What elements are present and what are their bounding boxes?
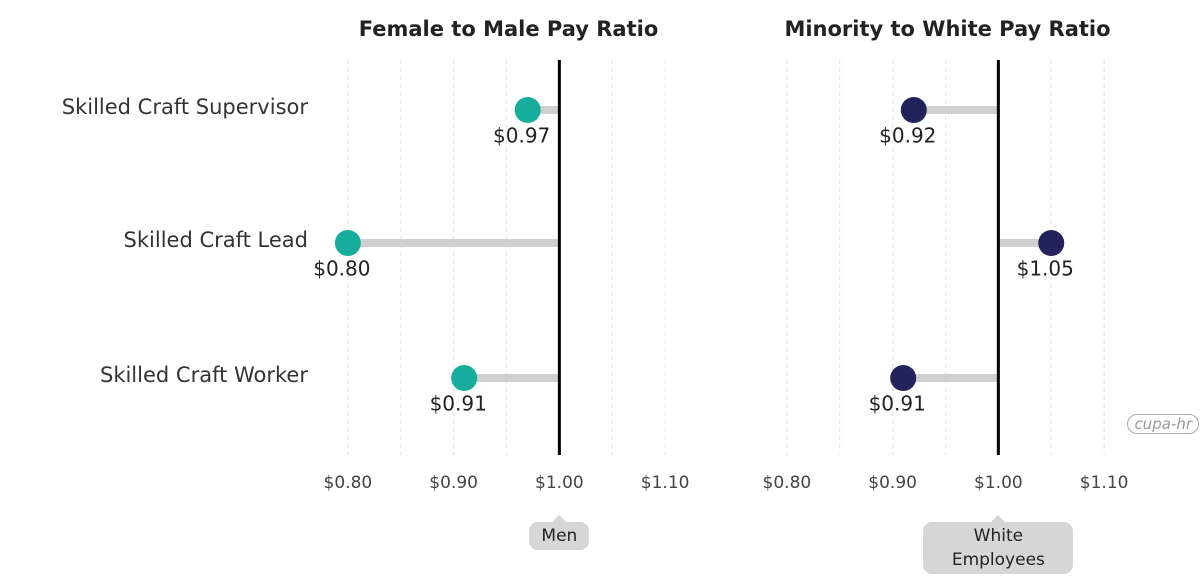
x-tick-label: $1.00	[535, 473, 584, 493]
panel-title: Female to Male Pay Ratio	[359, 17, 659, 41]
x-tick-label: $0.90	[429, 473, 478, 493]
value-label: $0.92	[879, 124, 936, 148]
category-label: Skilled Craft Lead	[124, 228, 308, 252]
value-label: $0.91	[430, 392, 487, 416]
value-label: $0.80	[313, 257, 370, 281]
value-label: $1.05	[1017, 257, 1074, 281]
dot	[1038, 230, 1065, 256]
dot	[900, 97, 927, 123]
reference-label: Men	[529, 515, 590, 550]
x-tick-label: $0.80	[324, 473, 373, 493]
logo: cupa-hr	[1127, 414, 1199, 434]
x-tick-label: $0.80	[763, 473, 812, 493]
x-tick-label: $1.00	[974, 473, 1023, 493]
x-tick-label: $1.10	[1080, 473, 1129, 493]
dot	[890, 365, 917, 391]
dot	[334, 230, 361, 256]
dot	[514, 97, 541, 123]
category-label: Skilled Craft Supervisor	[62, 95, 309, 119]
panel-title: Minority to White Pay Ratio	[784, 17, 1110, 41]
category-label: Skilled Craft Worker	[100, 363, 308, 387]
x-tick-label: $0.90	[868, 473, 917, 493]
x-tick-label: $1.10	[641, 473, 690, 493]
dot	[451, 365, 478, 391]
value-label: $0.91	[869, 392, 926, 416]
reference-label: White Employees	[923, 515, 1074, 574]
value-label: $0.97	[493, 124, 550, 148]
